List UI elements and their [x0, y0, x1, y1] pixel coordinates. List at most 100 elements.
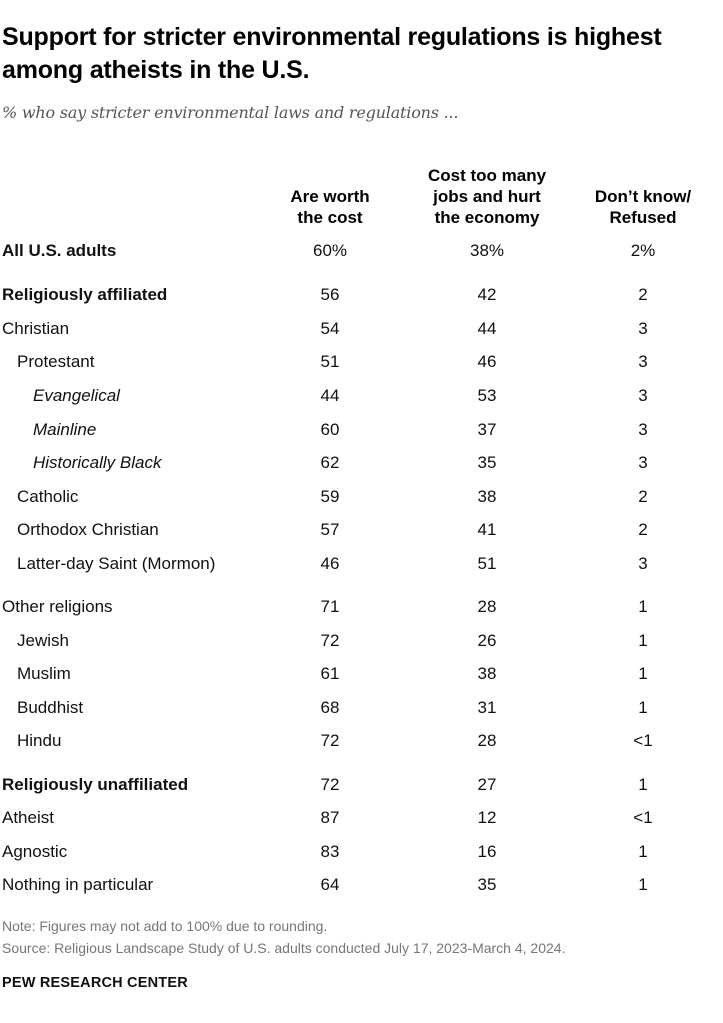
- value-cost-jobs: 38%: [469, 241, 505, 260]
- row-label: Muslim: [17, 664, 71, 683]
- value-worth-cost: 64: [320, 875, 340, 894]
- row-label: Orthodox Christian: [17, 520, 159, 539]
- value-dont-know: 2%: [630, 241, 656, 260]
- column-header-line: the cost: [297, 208, 363, 227]
- chart-title: Support for stricter environmental regul…: [2, 23, 662, 84]
- row-label: Religiously unaffiliated: [2, 775, 189, 794]
- table-row: Other religions 71 28 1: [0, 597, 723, 630]
- value-worth-cost: 87: [320, 808, 340, 827]
- value-cost-jobs: 44: [477, 319, 497, 338]
- row-label: Religiously affiliated: [2, 285, 168, 304]
- table-row: Hindu 72 28 <1: [0, 731, 723, 764]
- value-dont-know: 3: [638, 352, 648, 371]
- column-header-dont-know: Don’t know/ Refused: [578, 186, 708, 228]
- row-label: Historically Black: [33, 453, 162, 472]
- table-row: Christian 54 44 3: [0, 319, 723, 352]
- column-header-worth-cost: Are worth the cost: [270, 186, 390, 228]
- row-label: All U.S. adults: [2, 241, 117, 260]
- value-dont-know: 1: [638, 698, 648, 717]
- value-dont-know: <1: [633, 808, 653, 827]
- value-dont-know: 2: [638, 520, 648, 539]
- table-row: All U.S. adults 60% 38% 2%: [0, 241, 723, 274]
- value-cost-jobs: 35: [477, 453, 497, 472]
- value-worth-cost: 62: [320, 453, 340, 472]
- value-worth-cost: 44: [320, 386, 340, 405]
- value-worth-cost: 51: [320, 352, 340, 371]
- table-row: Atheist 87 12 <1: [0, 808, 723, 841]
- value-dont-know: 3: [638, 386, 648, 405]
- table-row: Catholic 59 38 2: [0, 487, 723, 520]
- column-header-cost-jobs: Cost too many jobs and hurt the economy: [412, 165, 562, 228]
- row-label: Evangelical: [33, 386, 120, 405]
- value-cost-jobs: 28: [477, 597, 497, 616]
- value-worth-cost: 54: [320, 319, 340, 338]
- column-header-line: Don’t know/: [594, 187, 692, 206]
- value-dont-know: 2: [638, 487, 648, 506]
- table-row: Mainline 60 37 3: [0, 420, 723, 453]
- table-row: Religiously unaffiliated 72 27 1: [0, 775, 723, 808]
- table-row: Nothing in particular 64 35 1: [0, 875, 723, 908]
- value-cost-jobs: 38: [477, 487, 497, 506]
- value-dont-know: 1: [638, 664, 648, 683]
- column-header-line: Are worth: [290, 187, 370, 206]
- value-cost-jobs: 12: [477, 808, 497, 827]
- table-row: Jewish 72 26 1: [0, 631, 723, 664]
- row-label: Hindu: [17, 731, 62, 750]
- row-label: Latter-day Saint (Mormon): [17, 554, 216, 573]
- table-row: Latter-day Saint (Mormon) 46 51 3: [0, 554, 723, 587]
- value-cost-jobs: 53: [477, 386, 497, 405]
- value-cost-jobs: 46: [477, 352, 497, 371]
- table-row: Religiously affiliated 56 42 2: [0, 285, 723, 318]
- row-label: Buddhist: [17, 698, 84, 717]
- column-header-line: jobs and hurt: [433, 187, 541, 206]
- value-dont-know: 1: [638, 775, 648, 794]
- footnote: Note: Figures may not add to 100% due to…: [2, 918, 328, 934]
- value-cost-jobs: 28: [477, 731, 497, 750]
- value-cost-jobs: 41: [477, 520, 497, 539]
- value-dont-know: 2: [638, 285, 648, 304]
- value-cost-jobs: 35: [477, 875, 497, 894]
- row-label: Atheist: [2, 808, 54, 827]
- table-row: Historically Black 62 35 3: [0, 453, 723, 486]
- value-dont-know: <1: [633, 731, 653, 750]
- table-row: Muslim 61 38 1: [0, 664, 723, 697]
- row-label: Agnostic: [2, 842, 68, 861]
- table-row: Agnostic 83 16 1: [0, 842, 723, 875]
- value-worth-cost: 72: [320, 731, 340, 750]
- row-label: Mainline: [33, 420, 97, 439]
- value-cost-jobs: 16: [477, 842, 497, 861]
- value-dont-know: 1: [638, 631, 648, 650]
- table-row: Buddhist 68 31 1: [0, 698, 723, 731]
- value-worth-cost: 46: [320, 554, 340, 573]
- value-dont-know: 3: [638, 453, 648, 472]
- column-header-line: the economy: [434, 208, 540, 227]
- brand-logo-text: PEW RESEARCH CENTER: [2, 975, 188, 991]
- row-label: Catholic: [17, 487, 79, 506]
- value-worth-cost: 57: [320, 520, 340, 539]
- value-cost-jobs: 42: [477, 285, 497, 304]
- chart-subtitle: % who say stricter environmental laws an…: [2, 103, 459, 122]
- value-worth-cost: 72: [320, 775, 340, 794]
- value-cost-jobs: 51: [477, 554, 497, 573]
- value-cost-jobs: 27: [477, 775, 497, 794]
- value-worth-cost: 68: [320, 698, 340, 717]
- row-label: Protestant: [17, 352, 95, 371]
- value-worth-cost: 72: [320, 631, 340, 650]
- column-header-line: Refused: [609, 208, 677, 227]
- value-dont-know: 1: [638, 597, 648, 616]
- value-dont-know: 1: [638, 842, 648, 861]
- value-dont-know: 3: [638, 420, 648, 439]
- value-worth-cost: 60: [320, 420, 340, 439]
- value-worth-cost: 60%: [312, 241, 348, 260]
- row-label: Christian: [2, 319, 70, 338]
- value-worth-cost: 56: [320, 285, 340, 304]
- value-dont-know: 3: [638, 554, 648, 573]
- source-note: Source: Religious Landscape Study of U.S…: [2, 940, 566, 956]
- value-cost-jobs: 31: [477, 698, 497, 717]
- value-cost-jobs: 38: [477, 664, 497, 683]
- value-worth-cost: 83: [320, 842, 340, 861]
- table-row: Evangelical 44 53 3: [0, 386, 723, 419]
- value-cost-jobs: 37: [477, 420, 497, 439]
- value-worth-cost: 59: [320, 487, 340, 506]
- column-header-line: Cost too many: [427, 166, 547, 185]
